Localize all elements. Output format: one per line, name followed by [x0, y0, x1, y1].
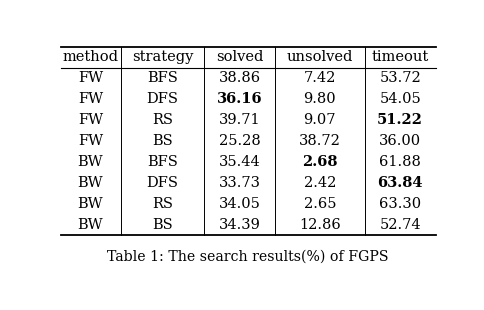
Text: BW: BW [78, 155, 103, 169]
Text: 53.72: 53.72 [379, 71, 421, 85]
Text: BS: BS [152, 134, 173, 148]
Text: 34.39: 34.39 [219, 218, 260, 232]
Text: Table 1: The search results(%) of FGPS: Table 1: The search results(%) of FGPS [107, 250, 389, 264]
Text: 63.84: 63.84 [378, 176, 423, 190]
Text: 54.05: 54.05 [379, 92, 421, 106]
Text: unsolved: unsolved [287, 50, 353, 64]
Text: 2.68: 2.68 [302, 155, 338, 169]
Text: 2.65: 2.65 [303, 197, 336, 211]
Text: BW: BW [78, 176, 103, 190]
Text: 36.16: 36.16 [217, 92, 262, 106]
Text: 39.71: 39.71 [219, 113, 260, 127]
Text: 52.74: 52.74 [379, 218, 421, 232]
Text: BS: BS [152, 218, 173, 232]
Text: FW: FW [78, 113, 103, 127]
Text: FW: FW [78, 92, 103, 106]
Text: 36.00: 36.00 [379, 134, 421, 148]
Text: 9.80: 9.80 [303, 92, 336, 106]
Text: BW: BW [78, 218, 103, 232]
Text: DFS: DFS [146, 92, 178, 106]
Text: BFS: BFS [147, 71, 178, 85]
Text: 35.44: 35.44 [219, 155, 260, 169]
Text: 9.07: 9.07 [303, 113, 336, 127]
Text: 33.73: 33.73 [218, 176, 260, 190]
Text: 34.05: 34.05 [219, 197, 260, 211]
Text: 12.86: 12.86 [299, 218, 341, 232]
Text: 63.30: 63.30 [379, 197, 421, 211]
Text: 61.88: 61.88 [379, 155, 421, 169]
Text: 25.28: 25.28 [219, 134, 260, 148]
Text: solved: solved [216, 50, 263, 64]
Text: 7.42: 7.42 [303, 71, 336, 85]
Text: FW: FW [78, 71, 103, 85]
Text: DFS: DFS [146, 176, 178, 190]
Text: 38.72: 38.72 [299, 134, 341, 148]
Text: RS: RS [152, 197, 173, 211]
Text: 51.22: 51.22 [377, 113, 423, 127]
Text: FW: FW [78, 134, 103, 148]
Text: timeout: timeout [372, 50, 429, 64]
Text: 38.86: 38.86 [218, 71, 260, 85]
Text: 2.42: 2.42 [303, 176, 336, 190]
Text: RS: RS [152, 113, 173, 127]
Text: BW: BW [78, 197, 103, 211]
Text: method: method [62, 50, 119, 64]
Text: strategy: strategy [132, 50, 193, 64]
Text: BFS: BFS [147, 155, 178, 169]
